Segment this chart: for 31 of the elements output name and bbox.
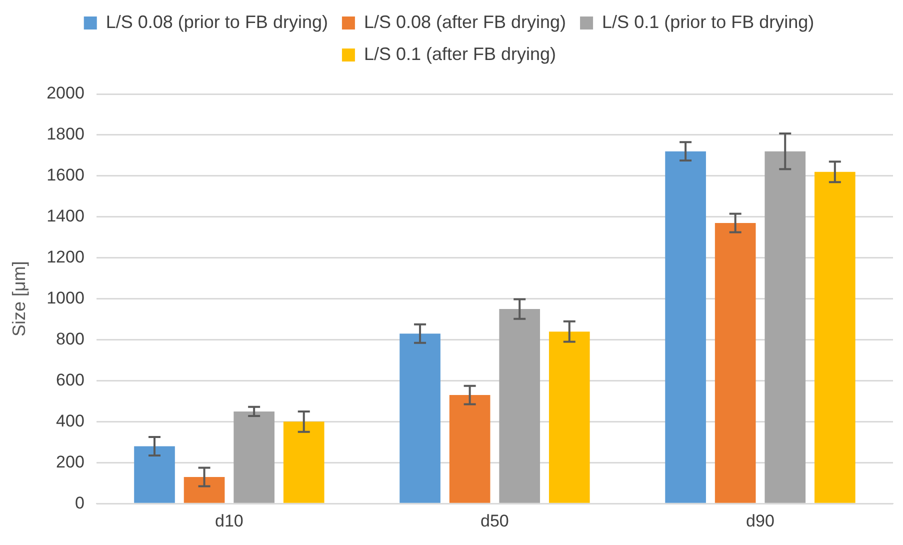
x-tick-label: d50 — [480, 511, 509, 530]
bar — [283, 422, 324, 503]
y-tick-label: 600 — [56, 370, 84, 390]
y-tick-label: 1000 — [46, 288, 84, 308]
bar — [184, 476, 225, 503]
bar — [714, 223, 756, 503]
y-tick-label: 2000 — [46, 84, 84, 103]
bar — [234, 411, 274, 503]
y-tick-label: 200 — [56, 452, 84, 472]
y-tick-label: 1200 — [46, 248, 84, 267]
y-axis-title: Size [μm] — [8, 261, 29, 336]
y-tick-label: 0 — [74, 493, 84, 512]
y-tick-label: 1800 — [46, 124, 84, 144]
bar — [814, 172, 856, 503]
bar — [764, 151, 806, 503]
y-tick-label: 1600 — [46, 166, 84, 185]
y-tick-label: 800 — [56, 329, 84, 348]
y-tick-label: 1400 — [46, 206, 84, 226]
legend-label: L/S 0.08 (after FB drying) — [364, 12, 566, 32]
legend-label: L/S 0.08 (prior to FB drying) — [106, 12, 328, 32]
x-tick-label: d90 — [746, 511, 774, 530]
bar — [449, 395, 490, 503]
bar — [499, 309, 540, 503]
bar — [548, 332, 590, 503]
bar — [665, 151, 706, 503]
legend-label: L/S 0.1 (after FB drying) — [364, 44, 556, 64]
bar — [400, 334, 440, 503]
y-tick-label: 400 — [56, 411, 84, 430]
x-tick-label: d10 — [214, 511, 244, 530]
bar — [134, 446, 175, 503]
legend-label: L/S 0.1 (prior to FB drying) — [602, 12, 814, 32]
